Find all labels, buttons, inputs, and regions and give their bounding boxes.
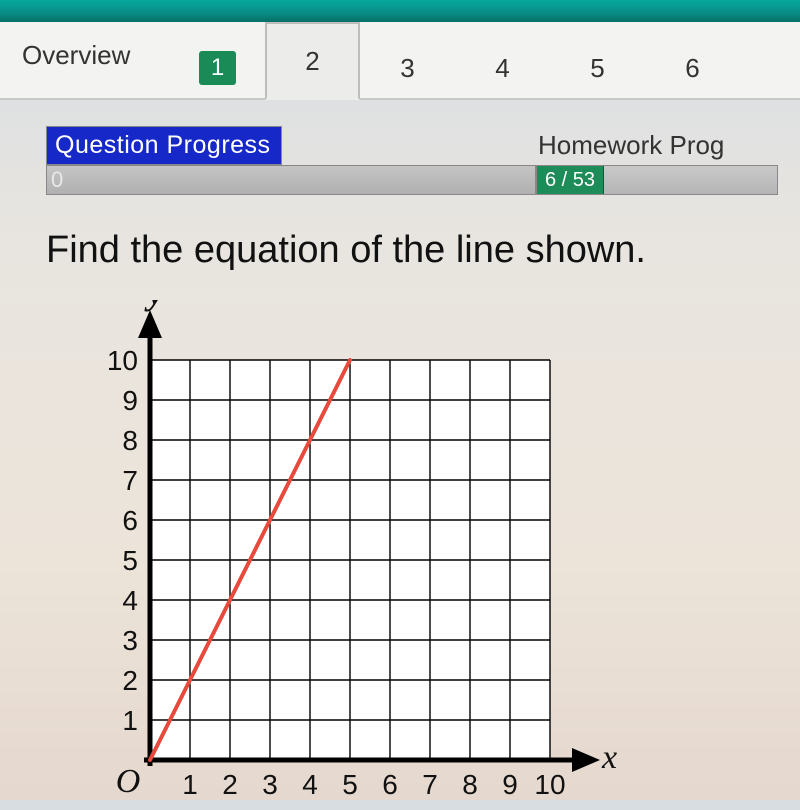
svg-text:7: 7 (122, 465, 138, 496)
svg-text:2: 2 (122, 665, 138, 696)
svg-text:5: 5 (122, 545, 138, 576)
svg-text:6: 6 (382, 769, 398, 800)
chart-svg: 1234567891012345678910Oyx (60, 300, 620, 810)
chart: 1234567891012345678910Oyx (60, 300, 800, 810)
svg-text:1: 1 (182, 769, 198, 800)
question-progress-bar: 0 (46, 165, 536, 195)
svg-text:6: 6 (122, 505, 138, 536)
svg-text:7: 7 (422, 769, 438, 800)
svg-text:8: 8 (122, 425, 138, 456)
svg-text:3: 3 (122, 625, 138, 656)
svg-text:O: O (116, 763, 141, 800)
tab-1[interactable]: 1 (170, 34, 265, 100)
svg-text:y: y (144, 300, 165, 312)
question-progress-label: Question Progress (46, 126, 282, 165)
svg-text:10: 10 (107, 345, 138, 376)
tab-1-badge: 1 (199, 51, 236, 85)
svg-text:4: 4 (302, 769, 318, 800)
svg-text:x: x (601, 739, 617, 776)
svg-text:5: 5 (342, 769, 358, 800)
homework-progress-label: Homework Prog (536, 126, 778, 165)
homework-progress-fill: 6 / 53 (537, 166, 604, 194)
svg-text:1: 1 (122, 705, 138, 736)
svg-text:2: 2 (222, 769, 238, 800)
svg-text:10: 10 (534, 769, 565, 800)
title-bar (0, 0, 800, 22)
svg-text:3: 3 (262, 769, 278, 800)
tab-6[interactable]: 6 (645, 34, 740, 100)
homework-progress-bar: 6 / 53 (536, 165, 778, 195)
question-text: Find the equation of the line shown. (46, 229, 800, 272)
overview-label[interactable]: Overview (0, 40, 170, 71)
tab-3[interactable]: 3 (360, 34, 455, 100)
svg-text:4: 4 (122, 585, 138, 616)
progress-row: Question Progress 0 Homework Prog 6 / 53 (0, 100, 800, 197)
svg-text:8: 8 (462, 769, 478, 800)
tab-5[interactable]: 5 (550, 34, 645, 100)
tab-strip: Overview 1 2 3 4 5 6 (0, 22, 800, 100)
svg-text:9: 9 (122, 385, 138, 416)
tab-2[interactable]: 2 (265, 22, 360, 100)
tab-4[interactable]: 4 (455, 34, 550, 100)
svg-text:9: 9 (502, 769, 518, 800)
